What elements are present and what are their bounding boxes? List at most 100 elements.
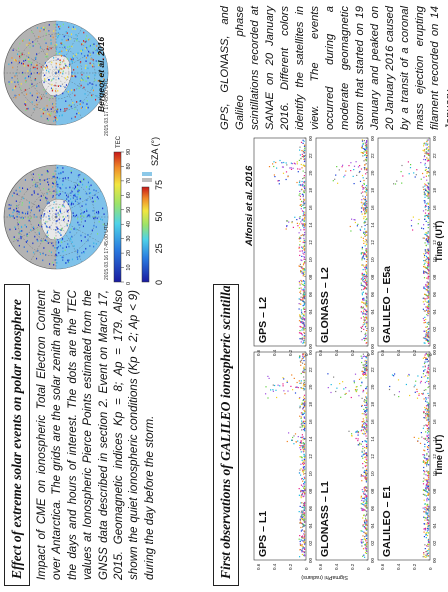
- x-tick-label: 22: [432, 153, 437, 159]
- x-tick-label: 10: [308, 471, 313, 477]
- tec-map-quiet: [2, 146, 112, 288]
- x-tick-label: 16: [370, 419, 375, 425]
- y-tick-label: 0: [304, 353, 309, 356]
- panel-label: GALILEO – E1: [381, 486, 393, 557]
- sza-swatch-gray: [142, 178, 152, 182]
- tec-scale-title: TEC: [116, 135, 122, 148]
- y-tick-label: 0: [366, 353, 371, 356]
- tec-map-storm-image: [3, 20, 109, 126]
- x-tick-label: 04: [432, 523, 437, 529]
- x-tick-label: 02: [308, 540, 313, 546]
- scintillation-panel: GALILEO – E1 0 0.2 0.4 0.6 00 02 04 06 08 10 12 14 16…: [377, 349, 437, 570]
- tec-tick-label: 0: [126, 282, 132, 285]
- tec-map-storm: [2, 2, 112, 144]
- impact-description: Impact of CME on ionospheric Total Elect…: [35, 290, 156, 580]
- x-tick-label: 14: [370, 436, 375, 442]
- tec-map-quiet-image: [3, 164, 109, 270]
- x-tick-label: 08: [432, 488, 437, 494]
- x-tick-label: 10: [432, 257, 437, 263]
- x-tick-label: 18: [308, 401, 313, 407]
- x-tick-label: 00: [370, 557, 375, 563]
- tec-tick-label: 60: [126, 192, 132, 198]
- sza-scale-title: SZA (°): [150, 137, 160, 166]
- x-tick-label: 18: [308, 187, 313, 193]
- y-tick-label: 0.2: [288, 563, 293, 570]
- x-tick-label: 22: [370, 367, 375, 373]
- x-tick-label: 14: [370, 222, 375, 228]
- scintillation-panel: GALILEO – E5a 0 0.2 0.4 0.6 00 02 04 06 08 10 12 14 1…: [377, 135, 437, 356]
- x-tick-label: 02: [370, 540, 375, 546]
- y-tick-label: 0: [366, 567, 371, 570]
- x-tick-label: 12: [308, 239, 313, 245]
- x-tick-label: 18: [432, 401, 437, 407]
- x-tick-label: 04: [308, 309, 313, 315]
- tec-tick-label: 40: [126, 221, 132, 227]
- y-tick-label: 0.4: [396, 349, 401, 356]
- x-tick-label: 06: [308, 505, 313, 511]
- y-tick-label: 0.4: [396, 563, 401, 570]
- x-tick-label: 08: [308, 488, 313, 494]
- map-credit: Bergeot et al. 2016: [96, 36, 106, 112]
- y-tick-label: 0.6: [380, 563, 385, 570]
- y-tick-label: 0.4: [334, 349, 339, 356]
- x-tick-label: 08: [308, 274, 313, 280]
- scintillation-panel: GLONASS – L1 0 0.2 0.4 0.6 00 02 04 06 08 10 12 14 16…: [315, 349, 375, 570]
- tec-tick-label: 20: [126, 250, 132, 256]
- x-tick-label: 20: [370, 384, 375, 390]
- x-tick-label: 00: [308, 135, 313, 141]
- x-tick-label: 06: [308, 291, 313, 297]
- scintillation-panel: GPS – L1 0 0.2 0.4 0.6 00 02 04 06 08 10 12 14 16 18 20…: [253, 349, 313, 570]
- x-tick-label: 00: [308, 349, 313, 355]
- scintillation-credit: Alfonsi et al. 2016: [244, 165, 255, 246]
- x-tick-label: 16: [308, 205, 313, 211]
- x-tick-label: 00: [308, 557, 313, 563]
- x-tick-label: 08: [370, 274, 375, 280]
- x-tick-label: 20: [370, 170, 375, 176]
- x-tick-label: 10: [370, 471, 375, 477]
- scintillation-panel: GLONASS – L2 0 0.2 0.4 0.6 00 02 04 06 08 10 12 14 16…: [315, 135, 375, 356]
- y-tick-label: 0.2: [412, 349, 417, 356]
- x-tick-label: 14: [308, 222, 313, 228]
- sza-tick-label: 75: [154, 180, 164, 190]
- y-tick-label: 0.6: [318, 349, 323, 356]
- x-tick-label: 14: [432, 436, 437, 442]
- scintillation-panel: GPS – L2 0 0.2 0.4 0.6 00 02 04 06 08 10 12 14 16 18 20…: [253, 135, 313, 356]
- x-axis-label: Time (UT): [434, 221, 444, 262]
- x-tick-label: 04: [370, 523, 375, 529]
- panel-label: GPS – L2: [257, 297, 269, 343]
- x-tick-label: 22: [308, 153, 313, 159]
- x-tick-label: 22: [370, 153, 375, 159]
- x-tick-label: 00: [432, 349, 437, 355]
- x-tick-label: 00: [432, 135, 437, 141]
- tec-tick-label: 80: [126, 163, 132, 169]
- x-tick-label: 08: [370, 488, 375, 494]
- tec-tick-label: 30: [126, 236, 132, 242]
- y-tick-label: 0.2: [412, 563, 417, 570]
- x-tick-label: 08: [432, 274, 437, 280]
- x-tick-label: 20: [432, 170, 437, 176]
- x-tick-label: 20: [308, 170, 313, 176]
- x-tick-label: 14: [432, 222, 437, 228]
- x-tick-label: 02: [432, 326, 437, 332]
- x-tick-label: 12: [370, 453, 375, 459]
- sza-colour-bar: [141, 186, 150, 283]
- x-tick-label: 00: [432, 557, 437, 563]
- x-tick-label: 00: [308, 343, 313, 349]
- y-tick-label: 0.4: [272, 563, 277, 570]
- tec-colour-bar: [113, 151, 122, 283]
- x-tick-label: 02: [370, 326, 375, 332]
- x-tick-label: 14: [308, 436, 313, 442]
- x-axis-label: Time (UT): [434, 435, 444, 476]
- x-tick-label: 00: [432, 343, 437, 349]
- x-tick-label: 12: [370, 239, 375, 245]
- tec-tick-label: 90: [126, 149, 132, 155]
- y-tick-label: 0.6: [380, 349, 385, 356]
- x-tick-label: 18: [432, 187, 437, 193]
- panel-label: GLONASS – L1: [319, 481, 331, 557]
- section-title-polar-ionosphere: Effect of extreme solar events on polar …: [4, 284, 30, 586]
- panel-label: GLONASS – L2: [319, 267, 331, 343]
- x-tick-label: 06: [370, 505, 375, 511]
- sza-tick-label: 0: [154, 280, 164, 285]
- x-tick-label: 22: [432, 367, 437, 373]
